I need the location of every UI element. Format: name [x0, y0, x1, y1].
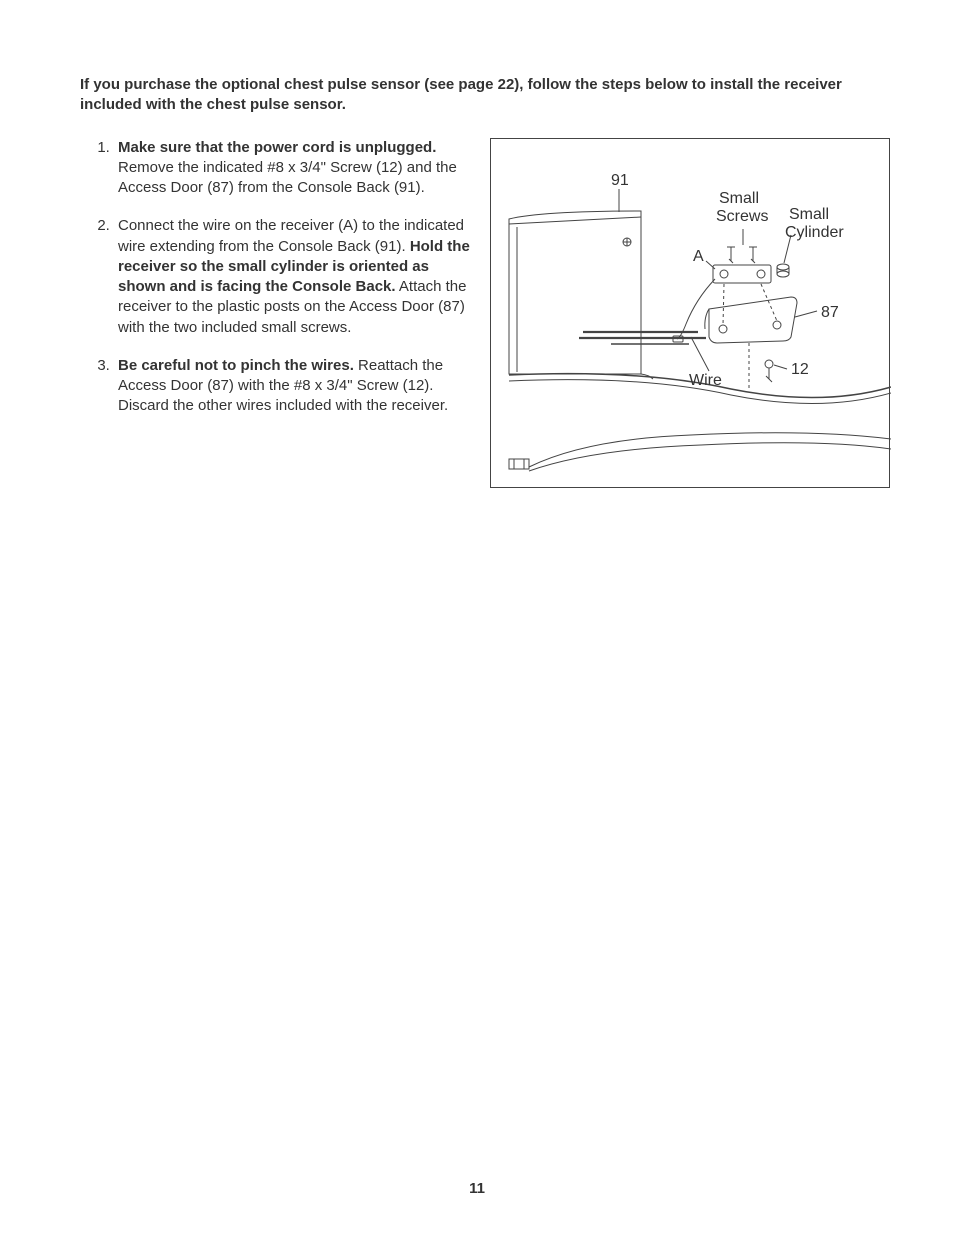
step-3: Be careful not to pinch the wires. Reatt…	[114, 356, 480, 417]
step-1: Make sure that the power cord is unplugg…	[114, 138, 480, 199]
step-1-bold: Make sure that the power cord is unplugg…	[118, 139, 436, 156]
step-2: Connect the wire on the receiver (A) to …	[114, 216, 480, 338]
label-small-cylinder-1: Small	[789, 206, 829, 223]
page-number: 11	[0, 1180, 954, 1197]
label-A: A	[693, 248, 704, 265]
label-small-screws-2: Screws	[716, 208, 768, 225]
label-small-screws-1: Small	[719, 190, 759, 207]
label-91: 91	[611, 172, 629, 189]
figure-illustration: 91 Small Screws Small Cylinder A 87 12 W…	[490, 138, 890, 488]
intro-paragraph: If you purchase the optional chest pulse…	[80, 75, 874, 116]
step-3-bold: Be careful not to pinch the wires.	[118, 357, 354, 374]
step-1-rest: Remove the indicated #8 x 3/4" Screw (12…	[118, 159, 457, 196]
label-87: 87	[821, 304, 839, 321]
label-wire: Wire	[689, 372, 722, 389]
label-12: 12	[791, 361, 809, 378]
steps-list: Make sure that the power cord is unplugg…	[80, 138, 480, 417]
label-small-cylinder-2: Cylinder	[785, 224, 844, 241]
